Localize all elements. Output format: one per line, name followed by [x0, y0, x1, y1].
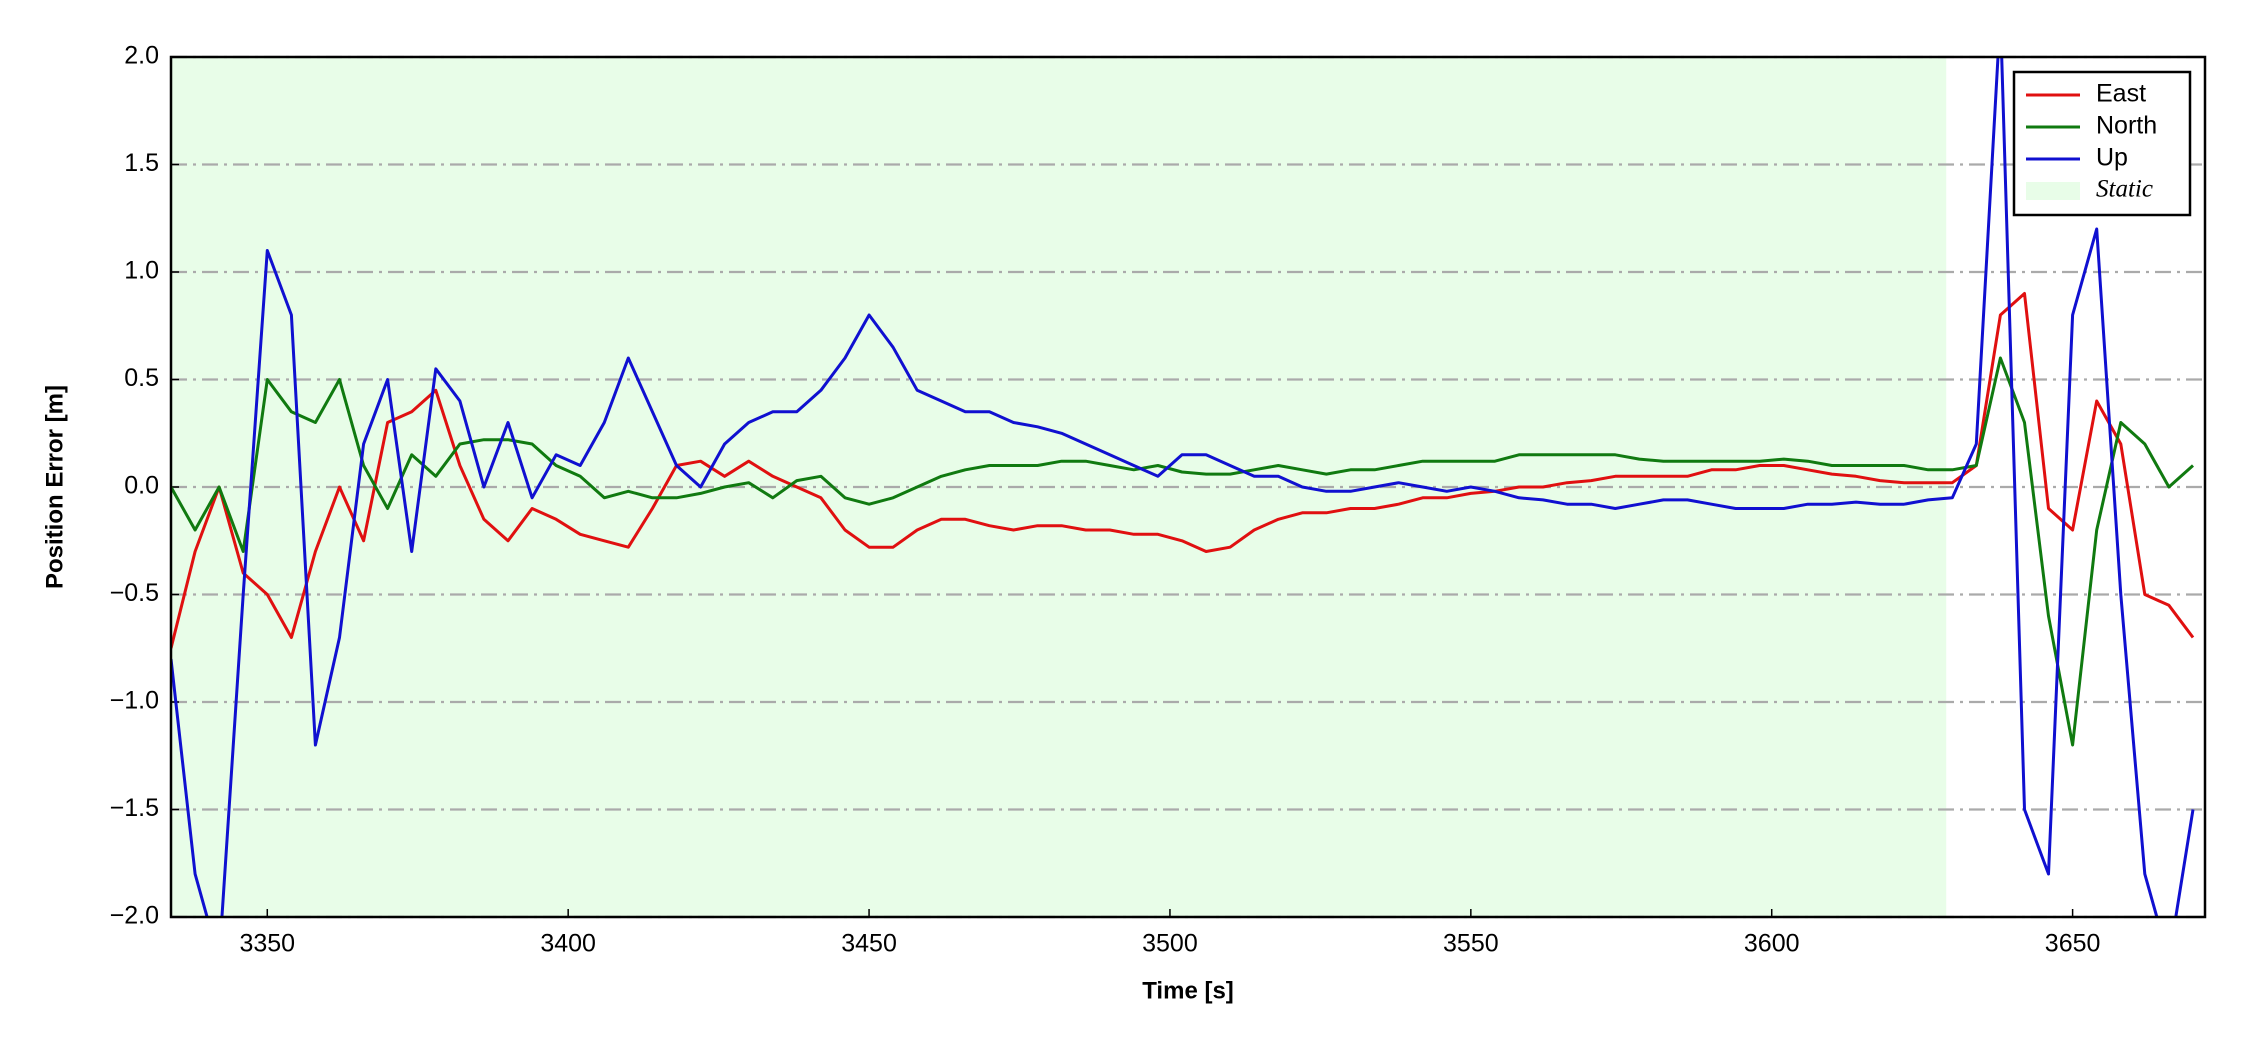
legend-label: East: [2096, 80, 2146, 108]
x-axis-label: Time [s]: [1142, 977, 1234, 1004]
x-tick-label: 3550: [1443, 930, 1499, 958]
y-axis-label: Position Error [m]: [41, 385, 68, 589]
y-tick-label: 0.0: [124, 472, 159, 500]
legend: East North Up Static: [2012, 70, 2192, 217]
y-tick-label: 1.5: [124, 149, 159, 177]
x-tick-label: 3400: [540, 930, 596, 958]
series-line: [171, 356, 2194, 747]
y-tick-label: −2.0: [110, 902, 159, 930]
legend-swatch: [2026, 182, 2080, 200]
static-span: [171, 57, 1947, 917]
x-tick-label: 3500: [1142, 930, 1198, 958]
series-line: [171, 292, 2195, 649]
legend-label: Up: [2096, 144, 2128, 172]
y-tick-label: 1.0: [124, 257, 159, 285]
plot-frame: [169, 55, 2207, 919]
x-tick-label: 3350: [239, 930, 295, 958]
series-line: [171, 57, 2195, 917]
x-tick-label: 3650: [2045, 930, 2101, 958]
y-tick-label: 2.0: [124, 42, 159, 70]
y-tick-label: −1.0: [110, 687, 159, 715]
y-tick-label: −1.5: [110, 794, 159, 822]
y-tick-label: 0.5: [124, 364, 159, 392]
y-tick-label: −0.5: [110, 579, 159, 607]
legend-label: North: [2096, 112, 2157, 140]
x-tick-label: 3450: [841, 930, 897, 958]
x-tick-label: 3600: [1744, 930, 1800, 958]
legend-label: Static: [2096, 176, 2153, 203]
